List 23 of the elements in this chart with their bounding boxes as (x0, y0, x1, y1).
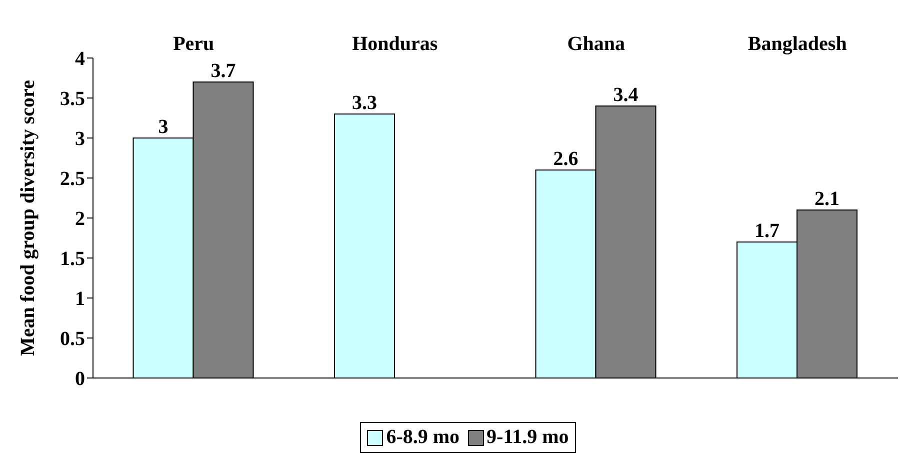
y-tick-label: 1 (75, 288, 85, 310)
y-tick-label: 3.5 (60, 88, 85, 110)
data-label: 3.3 (352, 92, 377, 114)
x-tick-label: Bangladesh (748, 33, 847, 55)
y-tick-label: 0 (75, 368, 85, 390)
y-tick-label: 2 (75, 208, 85, 230)
data-label: 2.1 (814, 188, 840, 210)
data-label: 3 (158, 116, 168, 138)
legend-label: 6-8.9 mo (385, 426, 460, 449)
y-tick-label: 3 (75, 128, 85, 150)
x-tick-label: Ghana (567, 33, 626, 55)
y-tick-label: 2.5 (60, 168, 85, 190)
x-tick-label: Honduras (352, 33, 438, 55)
data-label: 2.6 (553, 148, 578, 170)
x-tick-label: Peru (173, 33, 214, 55)
data-label: 1.7 (754, 220, 780, 242)
y-axis-title: Mean food group diversity score (17, 80, 39, 356)
y-tick-label: 1.5 (60, 248, 85, 270)
data-label: 3.7 (210, 60, 236, 82)
y-tick-label: 0.5 (60, 328, 85, 350)
data-label: 3.4 (613, 84, 638, 106)
legend-label: 9-11.9 mo (486, 426, 569, 449)
y-tick-label: 4 (75, 48, 85, 70)
